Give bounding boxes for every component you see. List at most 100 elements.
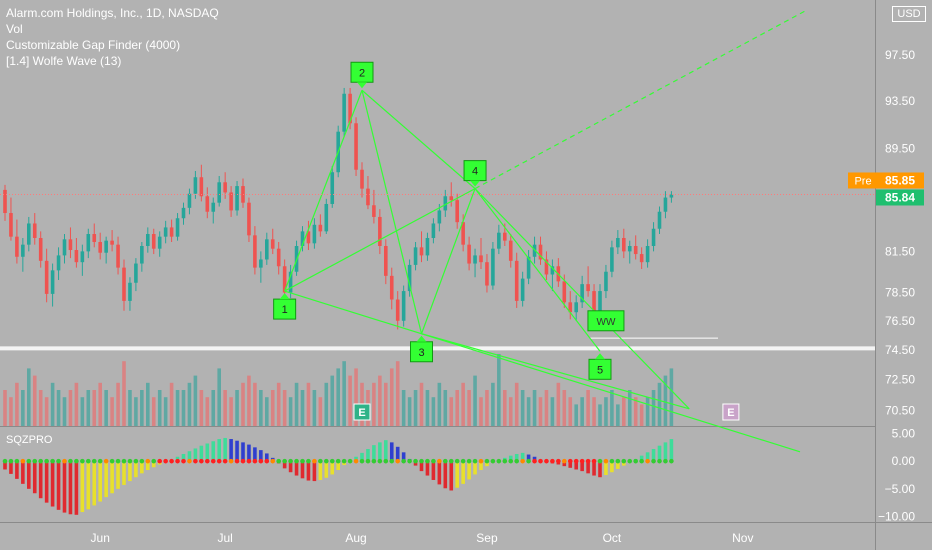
volume-bar [449,397,454,426]
volume-bar [622,397,626,426]
currency-label[interactable]: USD [892,6,926,22]
candle-body [259,259,263,268]
sqz-dot [258,458,264,464]
volume-bar [9,397,13,426]
sqz-dot [318,458,323,464]
sqz-dot [520,458,525,464]
volume-bar [580,397,584,426]
sqz-dot [448,458,454,464]
candle-body [74,250,79,263]
candle-body [372,205,376,217]
sqz-bar [378,442,382,462]
pre-value: 85.85 [885,173,915,187]
volume-bar [514,382,519,426]
candle-body [514,260,519,301]
volume-bar [288,397,293,426]
sqz-bar [514,453,519,462]
sqz-dot [91,458,97,464]
volume-bar [157,390,162,426]
candle-body [235,186,239,211]
price-tick: 93.50 [885,94,915,108]
sqz-bar [592,461,596,476]
volume-bar [616,404,620,426]
candle-body [122,267,126,301]
sqz-dot [145,458,151,464]
candle-body [140,245,144,264]
sqz-dot [169,458,174,464]
candle-body [651,228,656,246]
wave-1-4 [284,188,476,292]
sqz-bar [146,461,150,471]
legend-title[interactable]: Alarm.com Holdings, Inc., 1D, NASDAQ [6,6,219,20]
candle-body [574,302,578,313]
candle-body [627,245,632,252]
candle-body [598,291,602,317]
candle-body [205,196,210,212]
sqz-bar [32,461,37,494]
volume-bar [330,375,335,426]
wave-2-4 [361,89,476,190]
sqz-bar [437,461,442,485]
volume-bar [342,361,346,426]
sqz-bar [38,461,43,499]
candle-body [425,237,430,256]
volume-bar [324,382,329,426]
sqz-dot [139,458,145,464]
wave-3-target [421,333,690,410]
sqz-bar [50,461,55,507]
volume-bar [431,397,436,426]
candle-body [151,234,156,249]
candle-body [669,194,674,198]
candle-body [604,271,608,292]
volume-bar [556,382,561,426]
volume-bar [395,361,400,426]
volume-bar [15,382,19,426]
candle-body [633,245,638,255]
legend-gap-finder[interactable]: Customizable Gap Finder (4000) [6,38,181,52]
sqz-bar [128,461,132,482]
candle-body [378,216,382,246]
earnings-label: E [727,407,734,419]
price-tick: 78.50 [885,285,915,299]
candle-body [366,188,370,206]
candle-body [395,299,400,321]
legend-wolfe-wave[interactable]: [1.4] Wolfe Wave (13) [6,54,122,68]
candle-body [38,237,43,261]
sqz-dot [2,458,8,464]
sqz-dot [312,458,317,464]
volume-bar [520,390,525,426]
sqz-bar [294,461,299,476]
sqz-pane-label[interactable]: SQZPRO [6,434,53,446]
sqz-dot [532,458,537,464]
sqz-dot [579,458,585,464]
volume-bar [604,397,608,426]
candle-body [449,196,454,201]
sqz-bar [449,461,454,491]
sqz-dot [353,458,359,464]
sqz-bar [86,461,91,510]
price-tick: 72.50 [885,373,915,387]
candle-body [384,245,388,276]
candle-body [461,222,465,245]
sqz-dot [199,458,204,464]
sqz-bar [520,452,525,462]
sqz-dot [597,458,603,464]
sqz-dot [550,458,555,464]
sqz-dot [288,458,293,464]
sqz-bar [639,455,644,462]
ww-label: WW [597,317,616,328]
volume-bar [193,375,198,426]
wave-point-tip [357,82,367,89]
candle-body [68,239,73,251]
sqz-bar [205,443,210,462]
volume-bar [491,382,495,426]
sqz-dot [508,458,514,464]
candle-body [247,202,251,236]
sqz-dot [562,458,567,464]
legend-volume[interactable]: Vol [6,22,23,36]
candle-body [32,223,37,238]
sqz-dot [407,458,412,464]
candle-body [491,248,495,286]
sqz-dot [187,458,192,464]
